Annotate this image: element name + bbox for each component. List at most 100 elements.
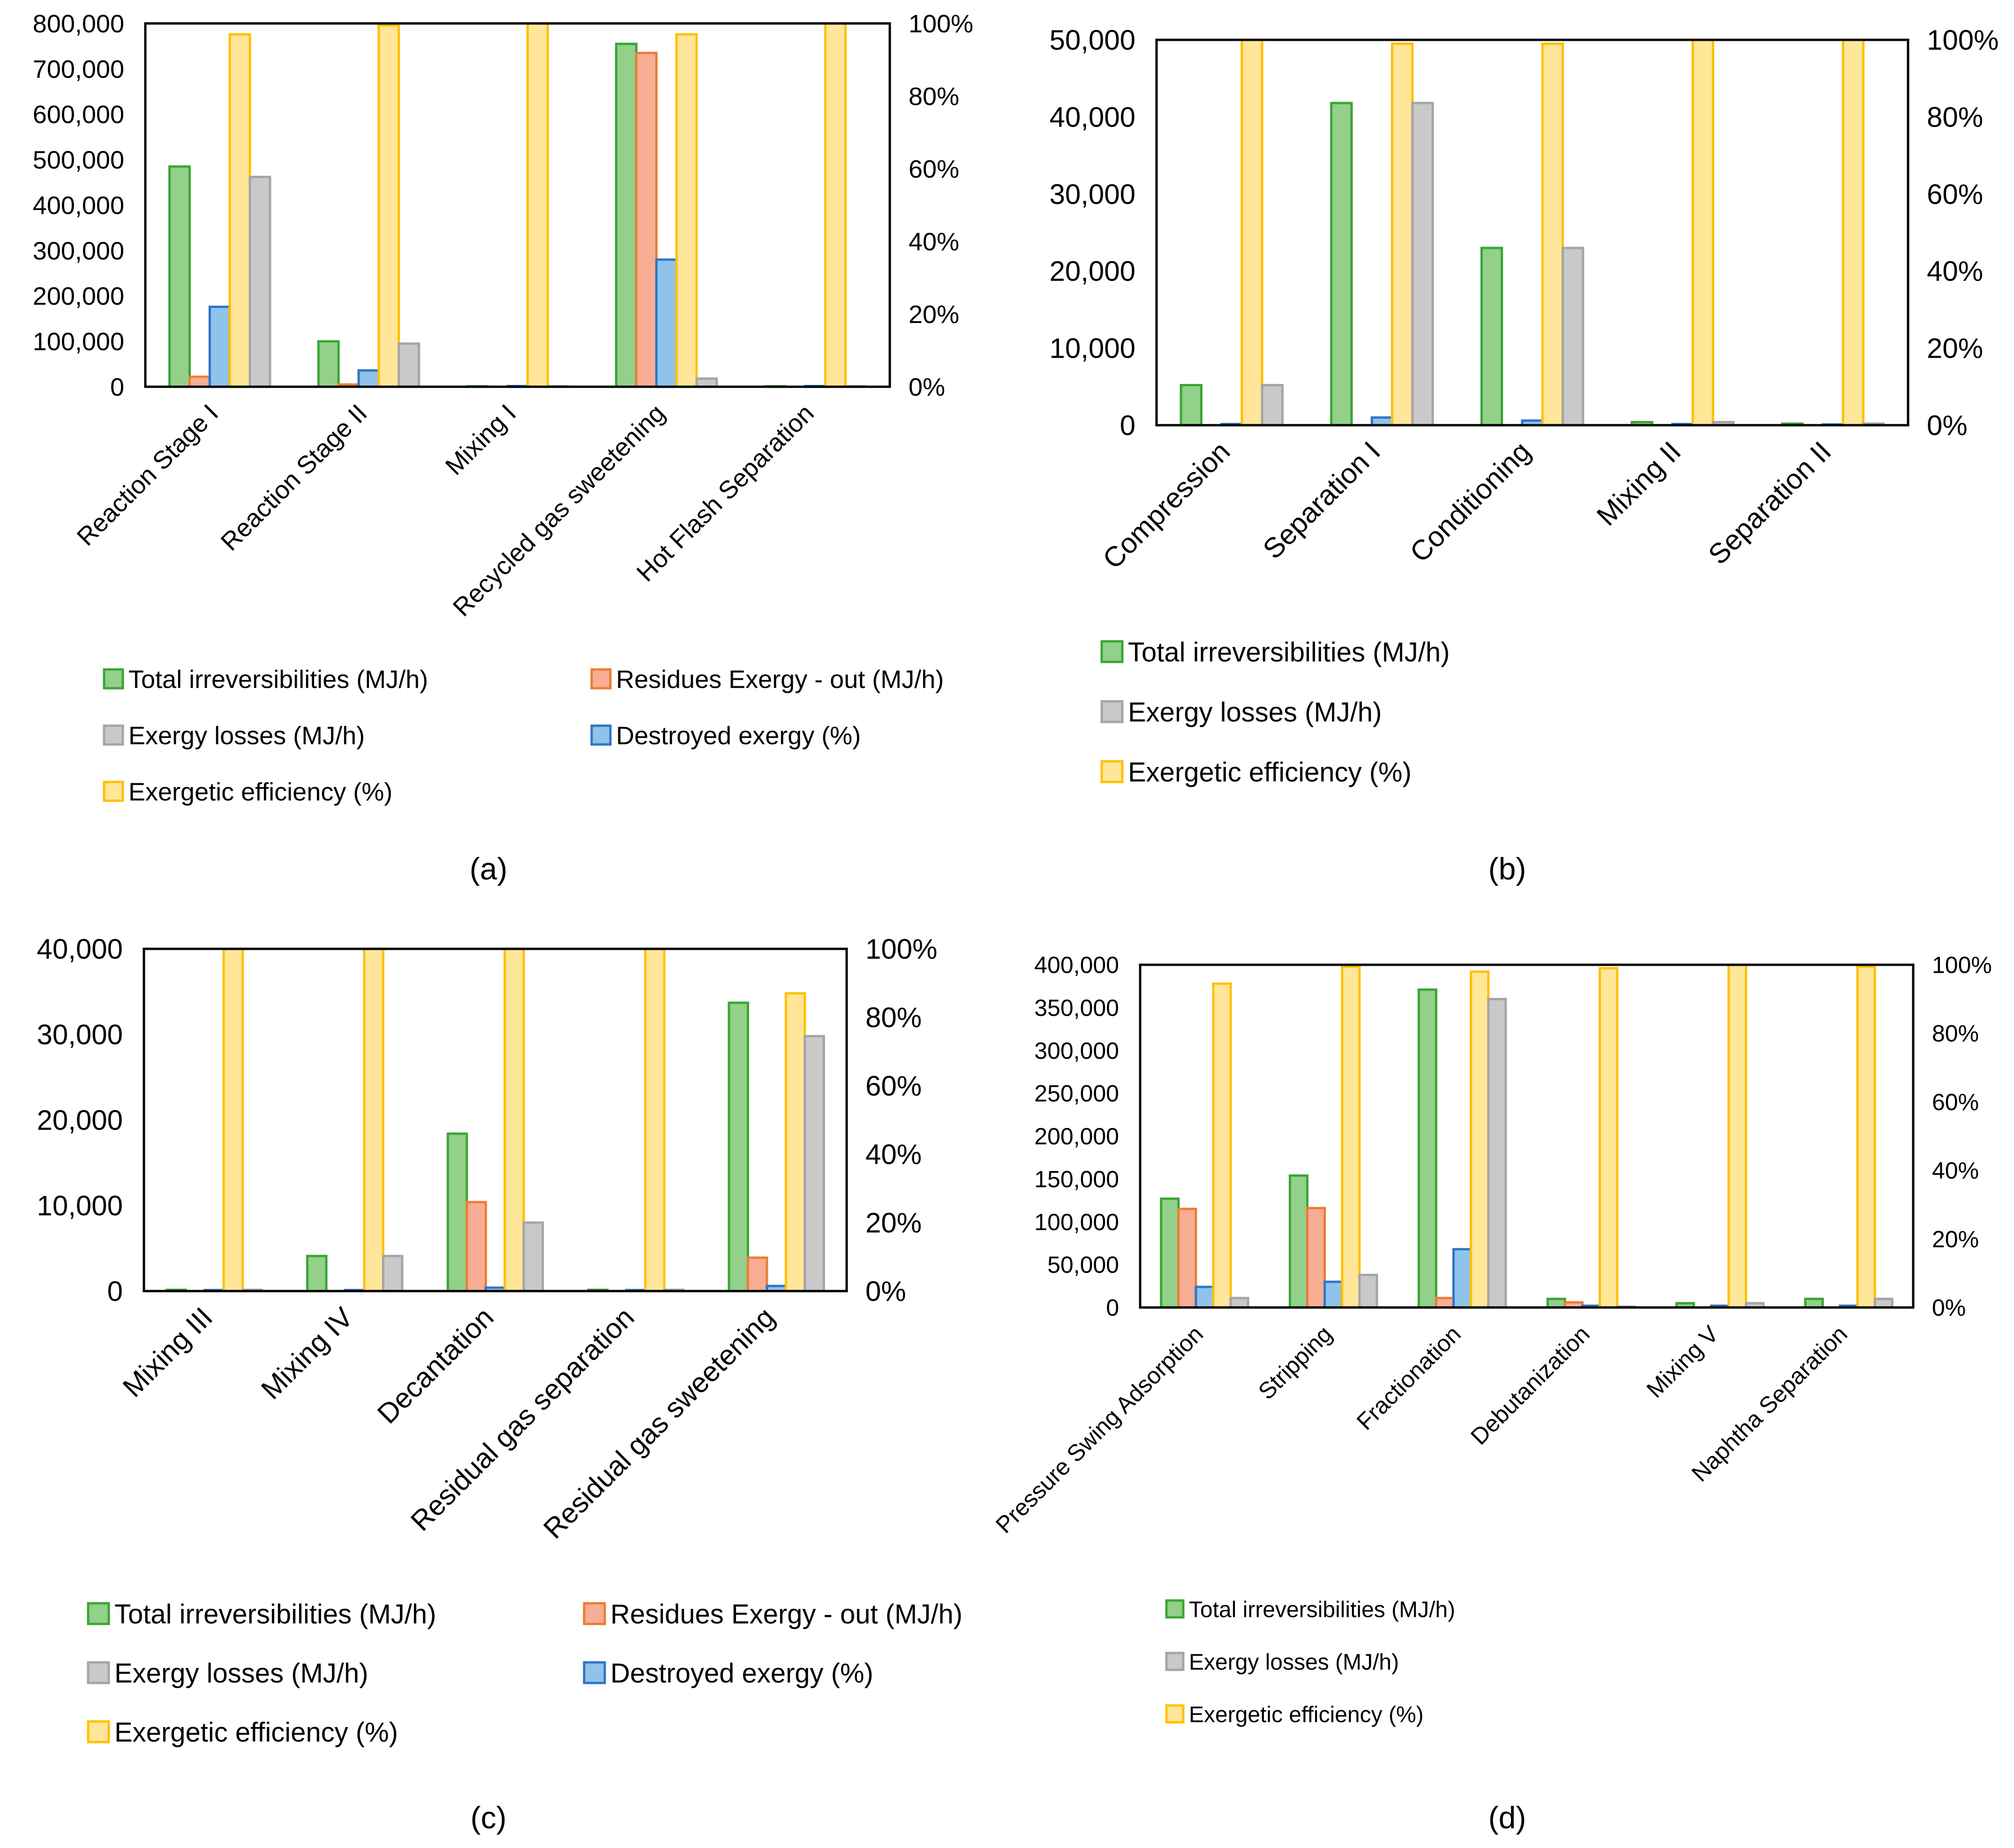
legend-swatch-total xyxy=(1100,640,1124,663)
category-label: Mixing IV xyxy=(255,1301,359,1405)
legend: Total irreversibilities (MJ/h) Residues E… xyxy=(87,1599,962,1748)
legend-label-total: Total irreversibilities (MJ/h) xyxy=(114,1599,436,1630)
chart-panel-b: 0 10,000 20,000 30,000 40,000 50,000 0% 20% 40% 6… xyxy=(1049,24,1999,886)
legend-swatch-losses xyxy=(1165,1652,1185,1671)
bar-total-2 xyxy=(317,340,340,388)
bar-total-3 xyxy=(1480,247,1503,427)
category-label: Pressure Swing Adsorption xyxy=(991,1321,1208,1538)
bar-residues-2 xyxy=(1306,1207,1326,1309)
bar-total-6 xyxy=(1804,1298,1824,1309)
bar-efficiency-5 xyxy=(784,992,806,1292)
legend-swatch-efficiency xyxy=(1165,1704,1185,1724)
bar-total-2 xyxy=(1289,1174,1309,1309)
legend: Total irreversibilities (MJ/h)Residues E… xyxy=(1165,1597,1455,1727)
bar-residues-4 xyxy=(635,52,658,388)
legend-label-losses: Exergy losses (MJ/h) xyxy=(114,1658,368,1689)
chart-panel-c: 0 10,000 20,000 30,000 40,000 0% 20% 40% 60% 80% 1… xyxy=(37,933,962,1835)
bar-efficiency-2 xyxy=(1341,965,1361,1309)
legend-swatch-efficiency xyxy=(1100,760,1124,783)
bar-destroyed-1 xyxy=(1195,1285,1215,1309)
plot-area xyxy=(143,947,848,1292)
bar-total-2 xyxy=(306,1255,328,1292)
category-label: Mixing III xyxy=(117,1301,218,1403)
legend-label-residues: Residues Exergy - out (MJ/h) xyxy=(610,1599,962,1630)
y-tick-label: 200,000 xyxy=(33,282,124,310)
plot-area xyxy=(144,22,891,388)
bar-losses-1 xyxy=(248,175,271,388)
plot-area xyxy=(1155,38,1909,427)
y-tick-label: 400,000 xyxy=(33,191,124,219)
bar-total-4 xyxy=(1546,1298,1566,1309)
bar-efficiency-5 xyxy=(1841,38,1865,427)
y-tick-label: 0 xyxy=(110,373,124,401)
bar-losses-2 xyxy=(1411,102,1434,427)
bar-efficiency-3 xyxy=(526,22,549,388)
y2-tick-label: 60% xyxy=(909,155,959,183)
y2-tick-label: 80% xyxy=(909,83,959,111)
panel-caption: (c) xyxy=(471,1800,507,1835)
y-tick-label: 400,000 xyxy=(1034,952,1119,978)
category-label: Residual gas separation xyxy=(405,1301,640,1537)
bar-efficiency-1 xyxy=(228,33,251,388)
bar-losses-2 xyxy=(382,1255,404,1292)
bar-losses-3 xyxy=(522,1221,544,1292)
y-tick-label: 100,000 xyxy=(33,328,124,356)
bar-efficiency-2 xyxy=(1391,42,1414,427)
bar-efficiency-3 xyxy=(1470,970,1490,1309)
chart-panel-d: 0 50,000 100,000 150,000 200,000 250,000 300,0… xyxy=(991,952,1992,1835)
legend-swatch-efficiency xyxy=(103,781,124,802)
legend-label-destroyed: Destroyed exergy (%) xyxy=(616,721,861,750)
bar-total-3 xyxy=(1417,988,1437,1309)
category-label: Decantation xyxy=(371,1301,500,1430)
y2-tick-label: 0% xyxy=(865,1276,906,1307)
y-tick-label: 0 xyxy=(1120,410,1135,441)
bar-losses-5 xyxy=(804,1035,825,1292)
y2-tick-label: 80% xyxy=(1927,101,1983,133)
bar-losses-2 xyxy=(398,342,421,388)
bar-residues-3 xyxy=(466,1201,487,1292)
y2-tick-label: 20% xyxy=(909,300,959,329)
bar-destroyed-2 xyxy=(1323,1280,1344,1309)
bar-total-1 xyxy=(1160,1197,1180,1309)
category-label: Reaction Stage II xyxy=(216,399,373,556)
y-tick-label: 300,000 xyxy=(1034,1037,1119,1064)
bar-total-2 xyxy=(1330,102,1353,427)
y2-tick-label: 60% xyxy=(1932,1089,1979,1115)
category-label: Fractionation xyxy=(1352,1321,1466,1435)
y-tick-label: 20,000 xyxy=(37,1104,123,1136)
legend-label-efficiency: Exergetic efficiency (%) xyxy=(128,778,392,806)
y-tick-label: 500,000 xyxy=(33,146,124,174)
y2-tick-label: 0% xyxy=(1932,1295,1966,1321)
y2-tick-label: 100% xyxy=(865,933,937,965)
category-label: Residual gas sweetening xyxy=(537,1301,781,1545)
bar-total-3 xyxy=(446,1132,468,1292)
y-tick-label: 30,000 xyxy=(1049,179,1135,210)
y2-tick-label: 40% xyxy=(909,228,959,256)
y2-tick-label: 40% xyxy=(1932,1157,1979,1184)
bar-efficiency-4 xyxy=(675,33,698,388)
legend-label-residues: Residues Exergy - out (MJ/h) xyxy=(616,665,944,693)
y2-tick-label: 60% xyxy=(1927,179,1983,210)
bar-losses-1 xyxy=(1229,1297,1249,1309)
bar-destroyed-2 xyxy=(357,369,380,388)
bar-losses-4 xyxy=(695,377,718,388)
bar-efficiency-4 xyxy=(644,947,666,1292)
y2-tick-label: 20% xyxy=(865,1207,922,1239)
category-label: Mixing I xyxy=(440,399,522,481)
legend-label-losses: Exergy losses (MJ/h) xyxy=(1189,1650,1399,1675)
y2-tick-label: 20% xyxy=(1927,333,1983,364)
legend-swatch-total xyxy=(103,668,124,690)
y-tick-label: 40,000 xyxy=(37,933,123,965)
panel-caption: (d) xyxy=(1488,1800,1526,1835)
y-tick-label: 350,000 xyxy=(1034,995,1119,1021)
legend-swatch-losses xyxy=(103,724,124,746)
legend-label-efficiency: Exergetic efficiency (%) xyxy=(114,1717,398,1748)
legend-swatch-residues xyxy=(583,1602,606,1625)
y2-tick-label: 100% xyxy=(909,10,973,38)
y2-tick-label: 40% xyxy=(1927,255,1983,287)
legend-label-efficiency: Exergetic efficiency (%) xyxy=(1189,1702,1424,1727)
legend-label-destroyed: Destroyed exergy (%) xyxy=(610,1658,873,1689)
bar-efficiency-3 xyxy=(1541,42,1564,427)
y-tick-label: 200,000 xyxy=(1034,1123,1119,1149)
y2-tick-label: 60% xyxy=(865,1070,922,1102)
